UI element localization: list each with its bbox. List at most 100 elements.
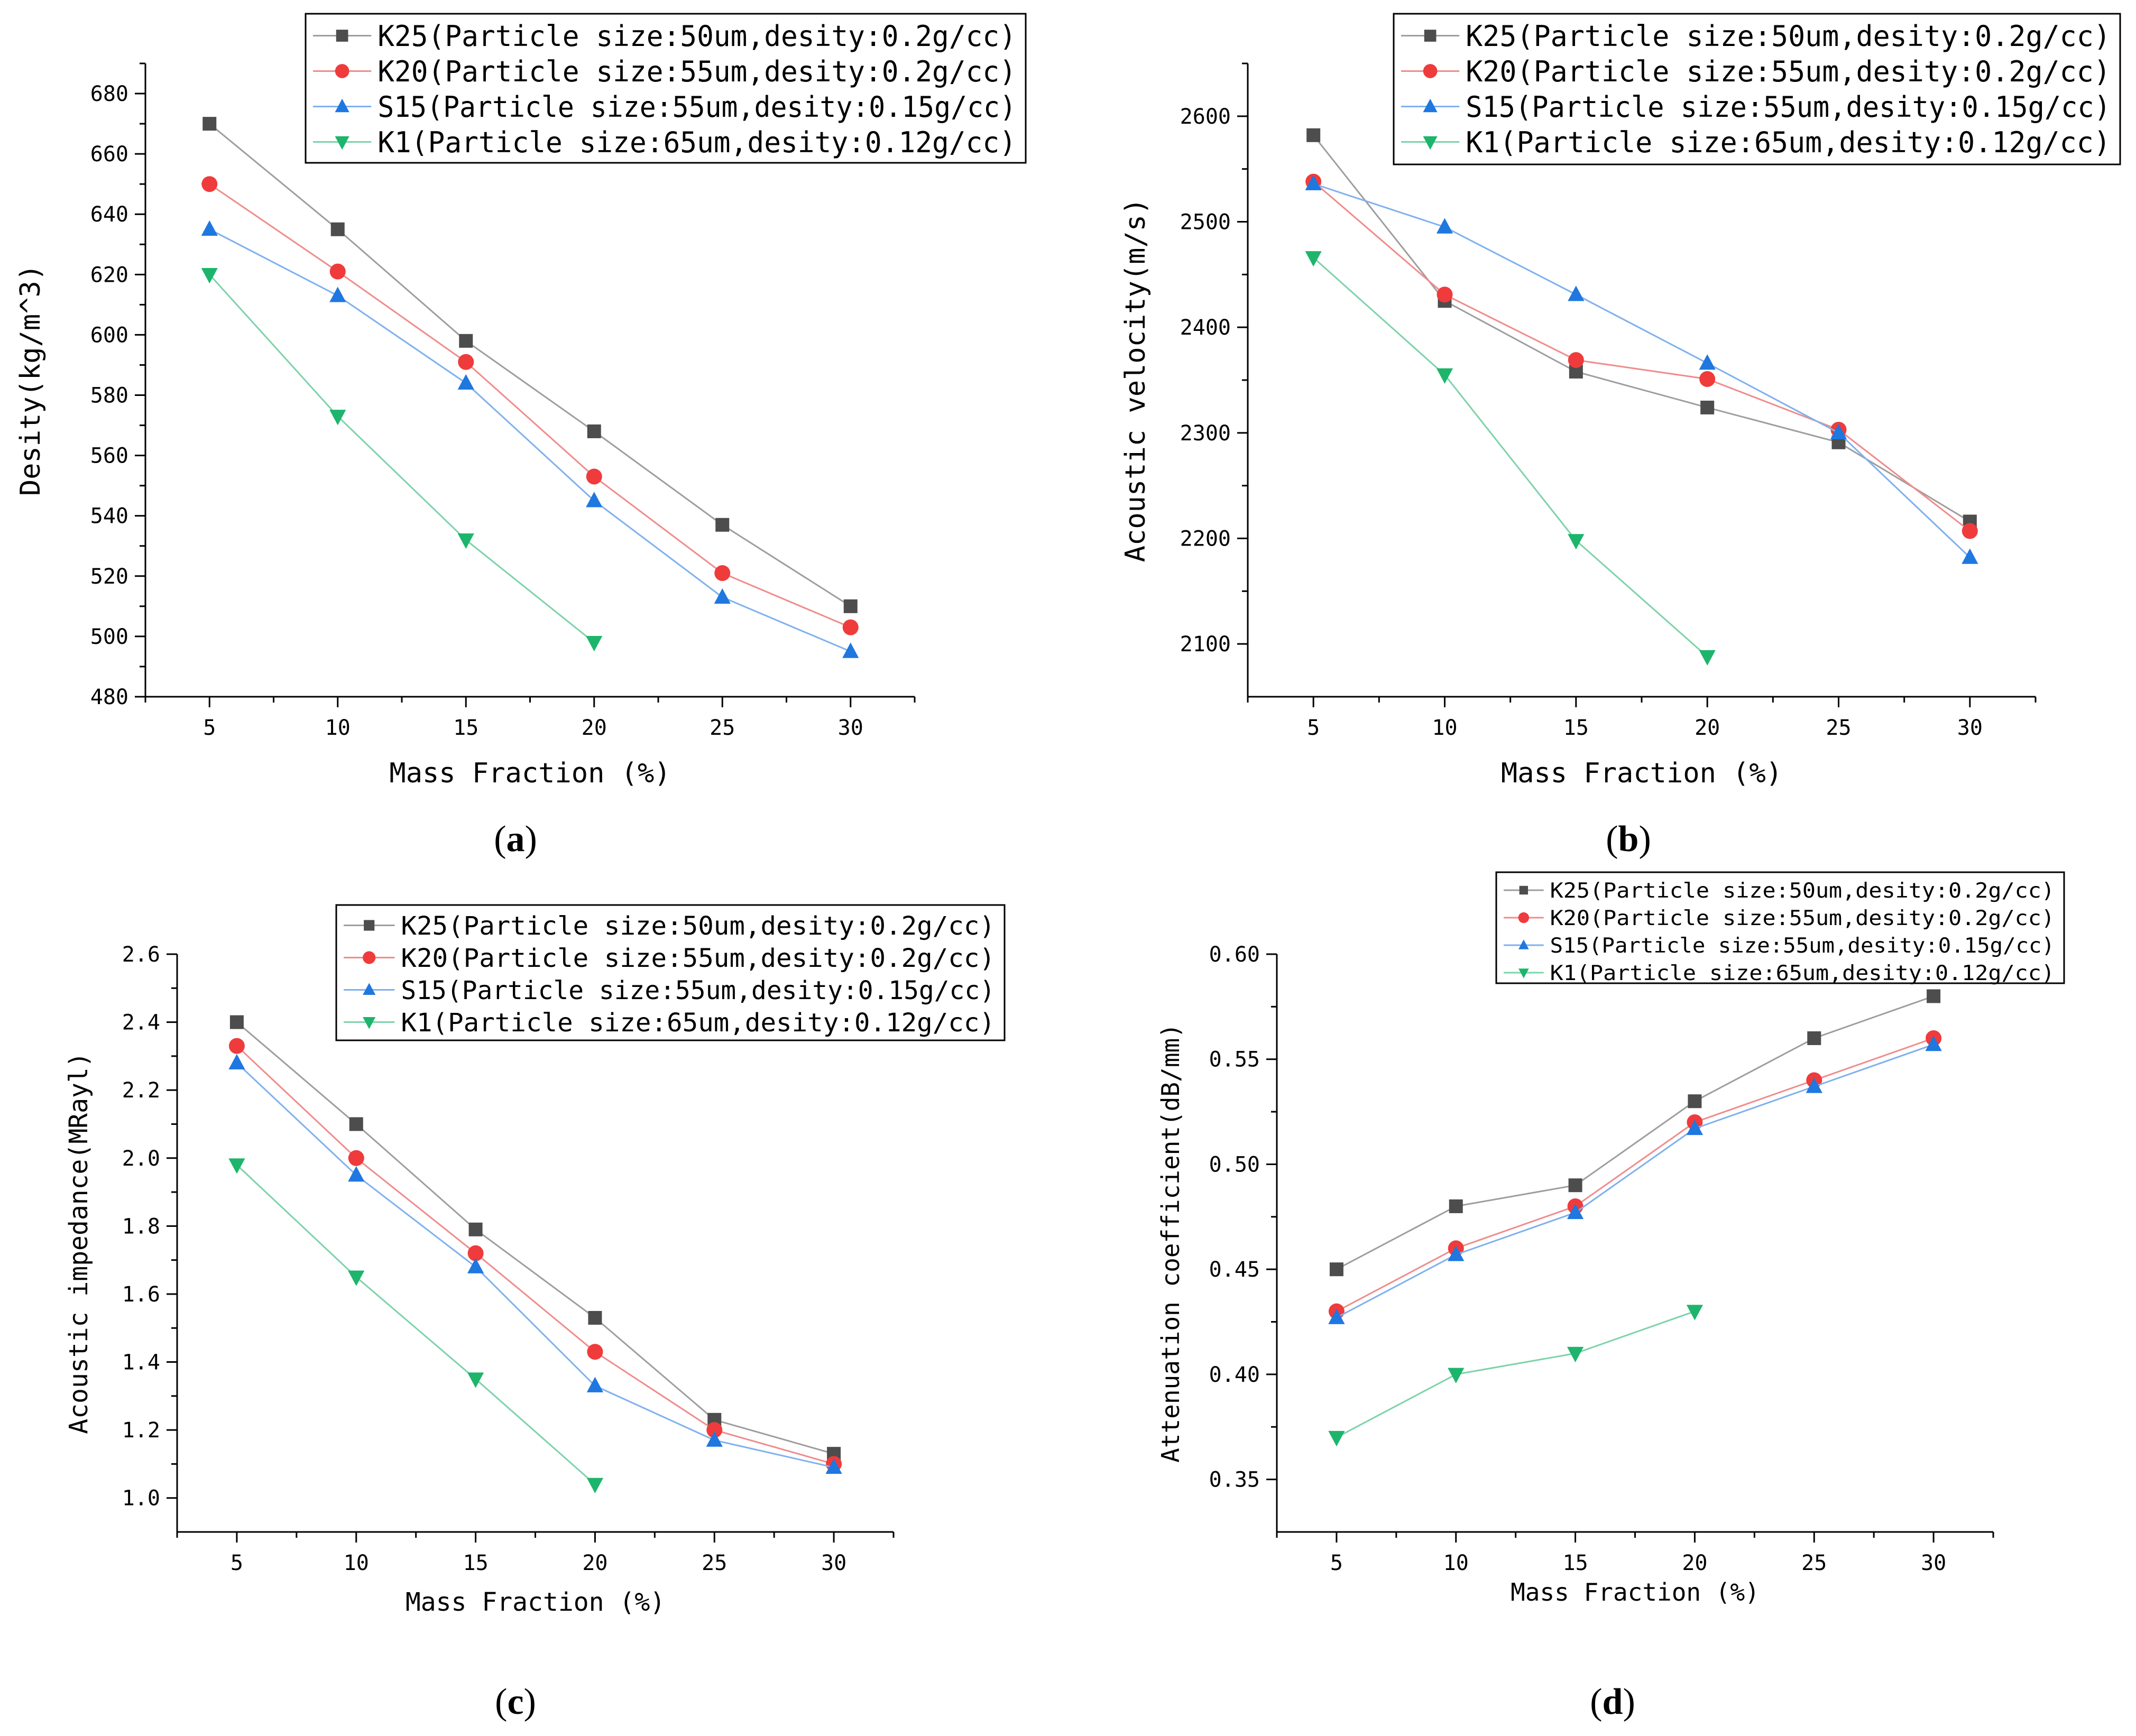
y-tick-label: 540 xyxy=(90,504,128,529)
data-point-s15 xyxy=(348,1166,365,1182)
legend-marker-k25 xyxy=(1519,885,1529,895)
x-tick-label: 15 xyxy=(1562,1551,1588,1575)
x-axis-label: Mass Fraction (%) xyxy=(1501,758,1782,789)
x-tick-label: 15 xyxy=(463,1551,488,1575)
x-tick-label: 30 xyxy=(1921,1551,1946,1575)
data-point-k1 xyxy=(586,636,603,652)
x-tick-label: 30 xyxy=(821,1551,846,1575)
y-tick-label: 2100 xyxy=(1180,632,1231,657)
legend-box xyxy=(305,13,1027,164)
data-point-k20 xyxy=(228,1038,245,1054)
legend-marker-k25 xyxy=(364,920,375,931)
data-point-k20 xyxy=(467,1245,484,1261)
x-tick-label: 20 xyxy=(582,716,607,740)
data-point-k25 xyxy=(349,1117,363,1131)
series-line-s15 xyxy=(1313,183,1971,558)
data-point-k20 xyxy=(329,263,346,280)
y-tick-label: 0.45 xyxy=(1209,1258,1260,1282)
x-axis-label: Mass Fraction (%) xyxy=(1511,1578,1760,1606)
x-tick-label: 5 xyxy=(203,716,216,740)
legend-entry-label: K1(Particle size:65um,desity:0.12g/cc) xyxy=(1466,126,2111,159)
data-point-k25 xyxy=(1688,1094,1702,1109)
series-line-s15 xyxy=(209,228,851,652)
x-tick-label: 15 xyxy=(453,716,478,740)
legend-entry-label: K1(Particle size:65um,desity:0.12g/cc) xyxy=(401,1008,995,1038)
x-tick-label: 25 xyxy=(702,1551,727,1575)
data-point-s15 xyxy=(1699,354,1716,370)
data-point-k20 xyxy=(348,1150,364,1166)
series-line-k1 xyxy=(236,1164,596,1485)
data-point-k25 xyxy=(1927,989,1941,1003)
data-point-k1 xyxy=(1305,251,1322,267)
y-tick-label: 680 xyxy=(90,82,128,106)
y-tick-label: 660 xyxy=(90,142,128,167)
panel-a: 5 10 15 20 25 30 480 500 520 540 560 580 600 620 640 66… xyxy=(15,13,1027,860)
series-line-k20 xyxy=(209,183,851,629)
data-point-k25 xyxy=(588,1310,602,1325)
y-axis-label: Acoustic impedance(MRayl) xyxy=(64,1052,94,1434)
data-point-s15 xyxy=(1925,1035,1942,1051)
data-point-s15 xyxy=(1568,285,1585,301)
x-axis-label: Mass Fraction (%) xyxy=(406,1587,665,1617)
y-tick-label: 520 xyxy=(90,565,128,589)
x-tick-label: 10 xyxy=(1443,1551,1469,1575)
series-line-k20 xyxy=(236,1045,834,1465)
y-tick-label: 600 xyxy=(90,323,128,347)
y-tick-label: 2600 xyxy=(1180,105,1231,129)
data-point-k25 xyxy=(1449,1199,1463,1213)
data-point-k25 xyxy=(229,1015,244,1029)
legend-marker-s15 xyxy=(335,98,349,113)
legend-entry-label: S15(Particle size:55um,desity:0.15g/cc) xyxy=(1550,934,2055,958)
panel-b: 5 10 15 20 25 30 2100 2200 2300 2400 2500 2600 Mass … xyxy=(1120,13,2121,860)
x-tick-label: 5 xyxy=(1307,716,1320,740)
y-tick-label: 1.8 xyxy=(122,1214,160,1239)
data-point-s15 xyxy=(1436,218,1453,234)
legend-entry-label: K25(Particle size:50um,desity:0.2g/cc) xyxy=(1466,20,2111,53)
y-tick-label: 1.0 xyxy=(122,1486,160,1511)
data-point-s15 xyxy=(1806,1077,1822,1093)
legend-entry-label: S15(Particle size:55um,desity:0.15g/cc) xyxy=(378,90,1016,124)
data-point-k20 xyxy=(706,1422,723,1438)
data-point-k1 xyxy=(1448,1368,1465,1383)
y-tick-label: 2400 xyxy=(1180,316,1231,340)
y-tick-label: 1.4 xyxy=(122,1351,160,1375)
legend-entry-label: K20(Particle size:55um,desity:0.2g/cc) xyxy=(401,944,995,973)
panel-d: 5 10 15 20 25 30 0.35 0.40 0.45 0.50 0.55 0.60 Mass … xyxy=(1156,871,2065,1722)
panel-c: 5 10 15 20 25 30 1.0 1.2 1.4 1.6 1.8 2.0 2.2 2.4 2.6 Ma… xyxy=(64,904,1006,1722)
x-tick-label: 30 xyxy=(1957,716,1983,740)
series-line-s15 xyxy=(1336,1044,1934,1318)
legend-entry-label: K1(Particle size:65um,desity:0.12g/cc) xyxy=(1550,962,2055,985)
series-line-k1 xyxy=(209,274,595,643)
y-tick-label: 2200 xyxy=(1180,527,1231,551)
panel-caption: (c) xyxy=(495,1682,536,1722)
legend-marker-k25 xyxy=(336,30,348,42)
data-point-s15 xyxy=(1305,174,1322,190)
data-point-k25 xyxy=(1329,1262,1343,1277)
y-tick-label: 0.40 xyxy=(1209,1363,1260,1387)
series-line-k25 xyxy=(236,1021,834,1455)
data-point-k25 xyxy=(1568,1178,1582,1193)
data-point-k25 xyxy=(202,117,217,131)
data-point-k1 xyxy=(1436,368,1453,384)
legend-marker-k20 xyxy=(335,64,349,78)
data-point-k1 xyxy=(329,410,346,426)
x-tick-label: 10 xyxy=(325,716,351,740)
legend-entry-label: K1(Particle size:65um,desity:0.12g/cc) xyxy=(378,126,1016,159)
y-tick-label: 0.60 xyxy=(1209,943,1260,967)
y-tick-label: 1.2 xyxy=(122,1418,160,1443)
y-tick-label: 2300 xyxy=(1180,421,1231,446)
data-point-k1 xyxy=(1699,650,1716,666)
series-line-k20 xyxy=(1336,1037,1934,1312)
y-axis-label: Desity(kg/m^3) xyxy=(15,264,47,496)
y-tick-label: 2.2 xyxy=(122,1078,160,1103)
legend-box xyxy=(1495,871,2065,984)
x-tick-label: 10 xyxy=(344,1551,369,1575)
legend-entry-label: K20(Particle size:55um,desity:0.2g/cc) xyxy=(1550,907,2055,930)
legend-entry-label: K20(Particle size:55um,desity:0.2g/cc) xyxy=(378,55,1016,88)
y-tick-label: 620 xyxy=(90,263,128,287)
data-point-s15 xyxy=(201,220,218,236)
x-tick-label: 20 xyxy=(1695,716,1720,740)
legend-marker-s15 xyxy=(363,983,376,995)
